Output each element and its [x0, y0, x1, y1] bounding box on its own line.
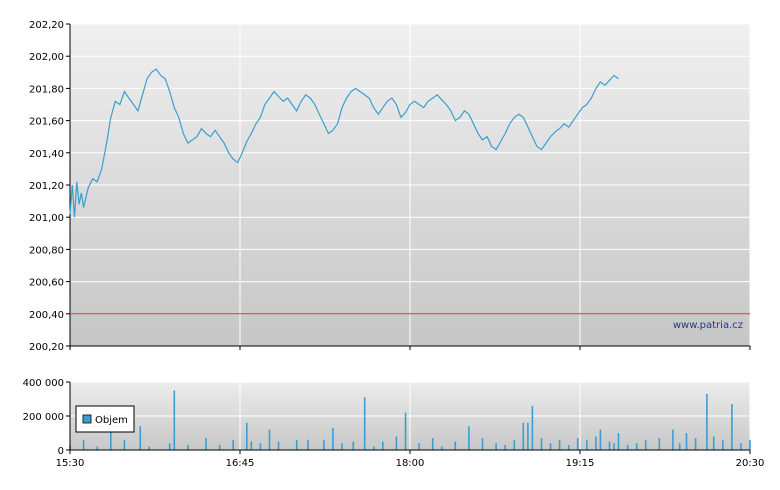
volume-bar: [332, 427, 334, 450]
volume-bar: [740, 443, 742, 450]
watermark-text: www.patria.cz: [673, 320, 743, 331]
volume-bar: [468, 426, 470, 450]
volume-bar: [495, 443, 497, 450]
volume-y-tick-label: 200 000: [23, 412, 64, 423]
price-series-line: [69, 68, 619, 218]
volume-bar: [418, 443, 420, 450]
volume-bar: [123, 439, 126, 450]
volume-bar: [187, 444, 189, 450]
price-y-tick-label: 200,60: [29, 278, 64, 289]
volume-bar: [599, 429, 602, 450]
volume-bar: [168, 443, 171, 450]
price-gridlines: [70, 23, 751, 347]
volume-bar: [658, 438, 661, 450]
price-y-tick-label: 201,20: [29, 181, 64, 192]
volume-bar: [232, 439, 234, 450]
price-y-tick-label: 202,00: [29, 52, 64, 63]
volume-bar: [96, 446, 98, 450]
volume-bar: [522, 422, 525, 450]
volume-bar: [404, 412, 407, 450]
volume-bar: [749, 439, 751, 450]
price-y-tick-label: 200,40: [29, 310, 64, 321]
volume-bar: [481, 438, 484, 450]
volume-bar: [678, 443, 681, 450]
volume-bar: [540, 438, 543, 450]
volume-legend-swatch: [82, 414, 92, 424]
volume-bar: [712, 436, 715, 450]
volume-bar: [277, 441, 280, 450]
volume-x-axis-ticks: 15:30 16:45 18:00 19:15 20:30: [56, 450, 765, 469]
price-y-tick-label: 200,80: [29, 245, 64, 256]
price-panel: 200,20 200,40 200,60 200,80 201,00 201,20 201,…: [29, 20, 751, 353]
volume-bar: [454, 441, 457, 450]
volume-bar: [694, 438, 697, 450]
volume-bar: [259, 443, 262, 450]
volume-bar: [558, 439, 561, 450]
volume-bar: [382, 441, 384, 450]
price-y-tick-label: 200,20: [29, 342, 64, 353]
volume-bar: [250, 441, 253, 450]
x-tick-label: 19:15: [566, 458, 595, 469]
volume-bars: [69, 390, 751, 450]
volume-bar: [148, 446, 151, 450]
volume-bar: [395, 436, 398, 450]
volume-bar: [295, 439, 298, 450]
volume-bar: [706, 393, 708, 450]
volume-bar: [372, 446, 375, 450]
volume-legend: Objem: [75, 405, 135, 433]
volume-bar: [268, 429, 271, 450]
volume-bar: [307, 439, 309, 450]
volume-bar: [672, 429, 674, 450]
volume-bar: [139, 426, 142, 450]
volume-bar: [613, 443, 615, 450]
volume-bar: [513, 439, 516, 450]
price-y-tick-label: 201,60: [29, 117, 64, 128]
price-y-tick-label: 202,20: [29, 20, 64, 31]
volume-bar: [431, 438, 434, 450]
volume-bar: [731, 404, 733, 450]
price-y-tick-label: 201,40: [29, 149, 64, 160]
volume-bar: [110, 427, 112, 450]
volume-bar: [586, 439, 588, 450]
volume-bar: [352, 441, 355, 450]
volume-bar: [218, 444, 221, 450]
volume-bar: [576, 438, 579, 450]
volume-legend-box: [75, 405, 135, 433]
price-y-tick-label: 201,00: [29, 213, 64, 224]
volume-bar: [323, 439, 325, 450]
price-y-tick-label: 201,80: [29, 84, 64, 95]
volume-panel: 0 200 000 400 000 15:30 16:45 18:00 19:15 20:3…: [23, 378, 765, 469]
volume-bar: [341, 443, 343, 450]
x-tick-label: 16:45: [226, 458, 255, 469]
volume-y-tick-label: 400 000: [23, 378, 64, 389]
volume-bar: [617, 433, 620, 450]
volume-bar: [608, 441, 611, 450]
x-tick-label: 15:30: [56, 458, 85, 469]
x-tick-label: 20:30: [736, 458, 765, 469]
volume-bar: [440, 446, 443, 450]
volume-bar: [644, 439, 647, 450]
volume-bar: [527, 422, 529, 450]
volume-y-axis-ticks: 0 200 000 400 000: [23, 378, 70, 457]
x-tick-label: 18:00: [396, 458, 425, 469]
volume-bar: [504, 444, 506, 450]
volume-bar: [549, 443, 552, 450]
volume-bar: [205, 438, 207, 450]
volume-bar: [685, 433, 688, 450]
volume-bar: [567, 444, 570, 450]
price-y-axis-ticks: 200,20 200,40 200,60 200,80 201,00 201,20 201,…: [29, 20, 70, 353]
volume-bar: [531, 405, 534, 450]
volume-bar: [173, 390, 176, 450]
volume-bar: [722, 439, 724, 450]
volume-legend-label: Objem: [95, 415, 128, 426]
volume-bar: [246, 422, 248, 450]
volume-bar: [363, 397, 366, 450]
volume-bar: [595, 436, 597, 450]
volume-bar: [626, 444, 629, 450]
volume-bar: [635, 443, 638, 450]
volume-bar: [82, 439, 85, 450]
volume-y-tick-label: 0: [58, 446, 64, 457]
price-x-axis-ticks: [69, 346, 751, 350]
